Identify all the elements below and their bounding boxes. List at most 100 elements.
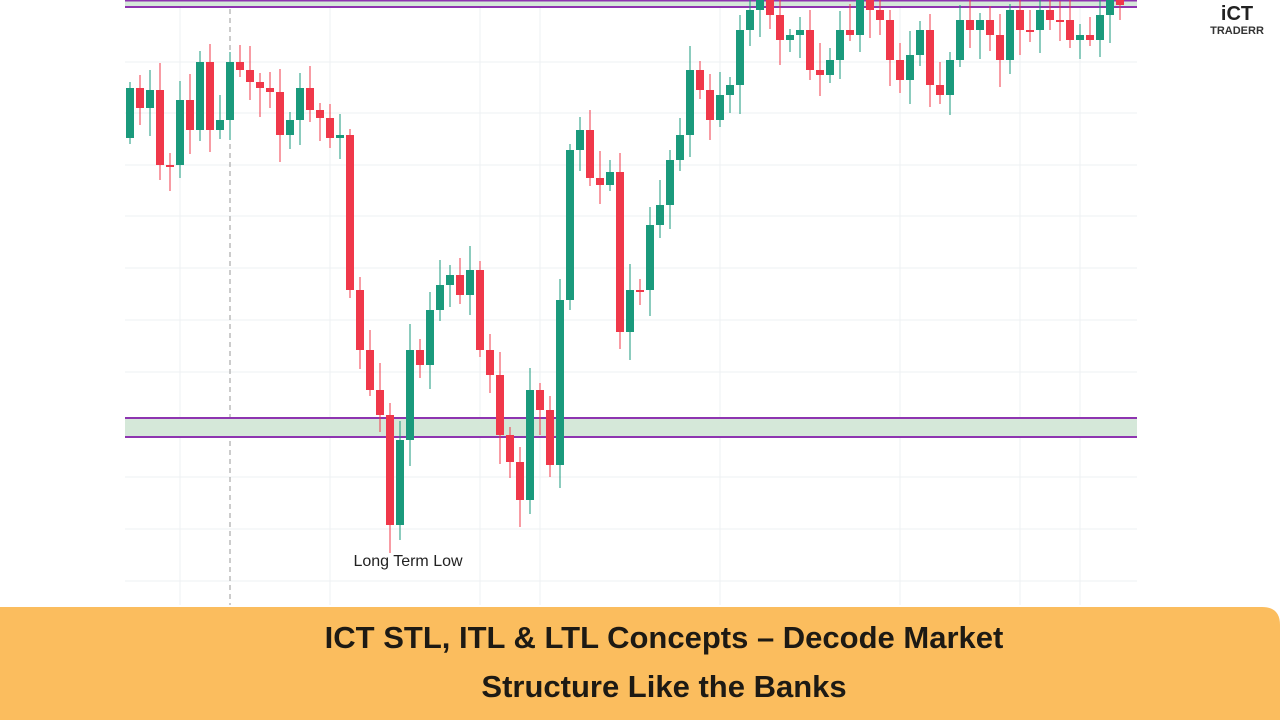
candle-body bbox=[416, 350, 424, 365]
candle-body bbox=[626, 290, 634, 332]
candle-body bbox=[716, 95, 724, 120]
candle-body bbox=[806, 30, 814, 70]
candle-body bbox=[726, 85, 734, 95]
candle-body bbox=[436, 285, 444, 310]
candle-body bbox=[296, 88, 304, 120]
candle-body bbox=[256, 82, 264, 88]
candle-body bbox=[956, 20, 964, 60]
candle-body bbox=[476, 270, 484, 350]
candle-body bbox=[136, 88, 144, 108]
candle-body bbox=[156, 90, 164, 165]
candle-body bbox=[576, 130, 584, 150]
candle-body bbox=[226, 62, 234, 120]
candle-body bbox=[846, 30, 854, 35]
candle-body bbox=[286, 120, 294, 135]
candle-body bbox=[616, 172, 624, 332]
candle-body bbox=[1026, 30, 1034, 32]
candle-body bbox=[756, 0, 764, 10]
candle-body bbox=[946, 60, 954, 95]
candle-body bbox=[216, 120, 224, 130]
candle-body bbox=[356, 290, 364, 350]
candle-body bbox=[796, 30, 804, 35]
candle-body bbox=[486, 350, 494, 375]
candle-body bbox=[926, 30, 934, 85]
candle-body bbox=[276, 92, 284, 135]
logo: iCT TRADERR bbox=[1210, 3, 1264, 37]
candle-body bbox=[426, 310, 434, 365]
logo-name: TRADERR bbox=[1210, 25, 1264, 37]
candle-body bbox=[686, 70, 694, 135]
candle-body bbox=[886, 20, 894, 60]
candle-body bbox=[856, 0, 864, 35]
logo-brand: iCT bbox=[1221, 3, 1253, 25]
candle-body bbox=[176, 100, 184, 165]
candle-body bbox=[246, 70, 254, 82]
candle-body bbox=[906, 55, 914, 80]
candle-body bbox=[896, 60, 904, 80]
candle-body bbox=[1036, 10, 1044, 30]
candle-body bbox=[456, 275, 464, 295]
candle-body bbox=[1066, 20, 1074, 40]
candle-body bbox=[516, 462, 524, 500]
zone-top bbox=[125, 0, 1137, 7]
candle-body bbox=[376, 390, 384, 415]
candle-body bbox=[1076, 35, 1084, 40]
candle-body bbox=[586, 130, 594, 178]
candle-body bbox=[316, 110, 324, 118]
candles bbox=[126, 0, 1124, 553]
candle-body bbox=[816, 70, 824, 75]
candle-body bbox=[976, 20, 984, 30]
candle-body bbox=[306, 88, 314, 110]
candle-body bbox=[1116, 0, 1124, 5]
candle-body bbox=[1006, 10, 1014, 60]
candle-body bbox=[266, 88, 274, 92]
candle-body bbox=[446, 275, 454, 285]
candle-body bbox=[636, 290, 644, 292]
banner-title: Structure Like the Banks bbox=[481, 669, 846, 704]
candle-body bbox=[166, 165, 174, 167]
candle-body bbox=[526, 390, 534, 500]
candle-body bbox=[676, 135, 684, 160]
banner-title: ICT STL, ITL & LTL Concepts – Decode Mar… bbox=[325, 620, 1004, 655]
candle-body bbox=[566, 150, 574, 300]
candle-body bbox=[606, 172, 614, 185]
candle-body bbox=[746, 10, 754, 30]
candle-body bbox=[916, 30, 924, 55]
candle-body bbox=[966, 20, 974, 30]
banner bbox=[0, 607, 1280, 720]
candle-body bbox=[1046, 10, 1054, 20]
candle-body bbox=[496, 375, 504, 435]
candle-body bbox=[696, 70, 704, 90]
candle-body bbox=[656, 205, 664, 225]
candle-body bbox=[326, 118, 334, 138]
candle-body bbox=[236, 62, 244, 70]
candle-body bbox=[556, 300, 564, 465]
candle-body bbox=[366, 350, 374, 390]
candle-body bbox=[396, 440, 404, 525]
candle-body bbox=[1016, 10, 1024, 30]
candle-body bbox=[346, 135, 354, 290]
candle-body bbox=[776, 15, 784, 40]
candle-body bbox=[936, 85, 944, 95]
candle-body bbox=[706, 90, 714, 120]
candle-body bbox=[1086, 35, 1094, 40]
candle-body bbox=[1106, 0, 1114, 15]
candle-body bbox=[546, 410, 554, 465]
candle-body bbox=[646, 225, 654, 290]
candle-body bbox=[826, 60, 834, 75]
candle-body bbox=[536, 390, 544, 410]
candle-body bbox=[206, 62, 214, 130]
candle-body bbox=[126, 88, 134, 138]
annotation: Long Term Low bbox=[353, 553, 463, 570]
candle-body bbox=[1056, 20, 1064, 22]
candle-body bbox=[386, 415, 394, 525]
candle-body bbox=[1096, 15, 1104, 40]
candle-body bbox=[766, 0, 774, 15]
candle-body bbox=[986, 20, 994, 35]
candle-body bbox=[836, 30, 844, 60]
candle-body bbox=[146, 90, 154, 108]
candle-body bbox=[666, 160, 674, 205]
candle-body bbox=[186, 100, 194, 130]
